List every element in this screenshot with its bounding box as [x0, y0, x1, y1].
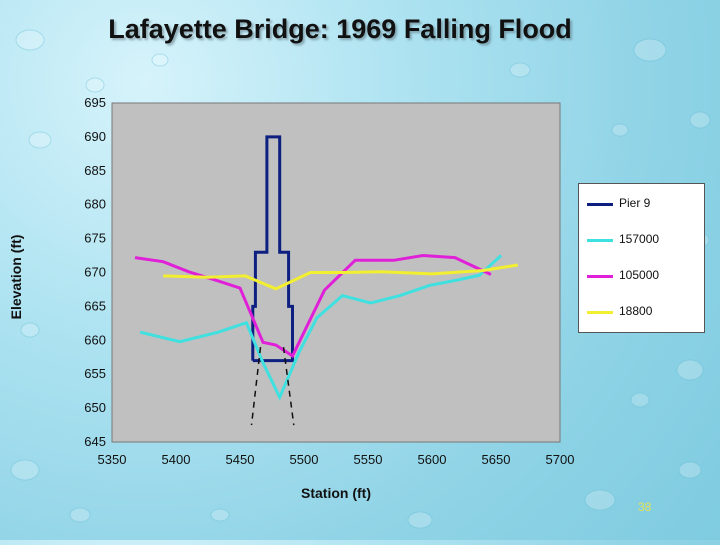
y-tick-label: 690	[84, 129, 106, 144]
page-number: 38	[638, 500, 652, 514]
legend-label: Pier 9	[619, 196, 651, 210]
x-tick-label: 5650	[482, 452, 511, 467]
y-tick-label: 650	[84, 400, 106, 415]
series-layer	[134, 135, 519, 426]
y-tick-label: 675	[84, 231, 106, 246]
series-line-pier-9	[251, 135, 294, 363]
legend-swatch-18800	[587, 311, 613, 314]
y-tick-label: 655	[84, 366, 106, 381]
y-tick-label: 685	[84, 163, 106, 178]
y-tick-label: 670	[84, 265, 106, 280]
x-tick-label: 5500	[290, 452, 319, 467]
x-axis-title: Station (ft)	[301, 485, 371, 501]
pile-line-right	[282, 347, 295, 426]
pile-line-left	[250, 347, 262, 426]
y-tick-label: 695	[84, 95, 106, 110]
x-tick-label: 5400	[162, 452, 191, 467]
y-tick-label: 660	[84, 332, 106, 347]
legend-label: 105000	[619, 268, 660, 282]
x-tick-label: 5550	[354, 452, 383, 467]
y-axis-title: Elevation (ft)	[8, 234, 24, 320]
y-tick-label: 665	[84, 298, 106, 313]
legend: Pier 9 157000 105000 18800	[578, 183, 705, 333]
legend-swatch-105000	[587, 275, 613, 278]
x-tick-label: 5450	[226, 452, 255, 467]
x-tick-label: 5600	[418, 452, 447, 467]
legend-swatch-157000	[587, 239, 613, 242]
legend-label: 18800	[619, 304, 653, 318]
legend-swatch-pier-9	[587, 203, 613, 206]
x-tick-label: 5350	[98, 452, 127, 467]
slide-title: Lafayette Bridge: 1969 Falling Flood	[108, 14, 572, 44]
axis-layer: 645 650 655 660 665 670 675 680 685 690 695 5350 540…	[84, 95, 574, 467]
x-tick-label: 5700	[546, 452, 575, 467]
series-line-157000	[139, 254, 503, 401]
y-tick-label: 645	[84, 434, 106, 449]
y-tick-label: 680	[84, 197, 106, 212]
series-line-18800	[163, 263, 519, 291]
legend-label: 157000	[619, 232, 660, 246]
